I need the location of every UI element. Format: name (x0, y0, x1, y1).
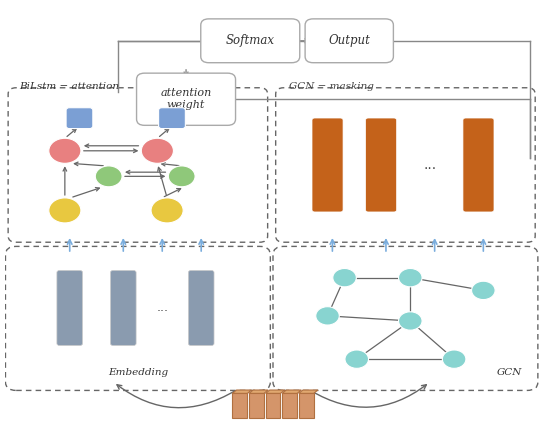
FancyBboxPatch shape (299, 393, 313, 417)
FancyBboxPatch shape (5, 246, 270, 390)
Text: GCN − masking: GCN − masking (289, 82, 374, 91)
Circle shape (399, 312, 422, 330)
Text: Softmax: Softmax (225, 34, 275, 47)
FancyBboxPatch shape (66, 108, 93, 129)
Circle shape (151, 198, 183, 223)
FancyBboxPatch shape (158, 108, 185, 129)
Text: ...: ... (423, 158, 436, 172)
Circle shape (96, 166, 122, 187)
Circle shape (472, 281, 495, 299)
Circle shape (333, 268, 357, 287)
FancyBboxPatch shape (249, 393, 264, 417)
Polygon shape (299, 390, 318, 393)
Text: attention
weight: attention weight (161, 89, 212, 110)
FancyBboxPatch shape (265, 393, 281, 417)
FancyBboxPatch shape (8, 88, 268, 242)
Polygon shape (282, 390, 301, 393)
FancyBboxPatch shape (282, 393, 297, 417)
Circle shape (316, 307, 339, 325)
FancyBboxPatch shape (136, 73, 235, 125)
FancyBboxPatch shape (276, 88, 535, 242)
FancyBboxPatch shape (463, 118, 494, 212)
Text: Embedding: Embedding (108, 368, 168, 377)
Circle shape (442, 350, 466, 368)
FancyBboxPatch shape (57, 271, 82, 345)
FancyBboxPatch shape (312, 118, 343, 212)
FancyBboxPatch shape (305, 19, 393, 63)
FancyBboxPatch shape (188, 271, 214, 345)
Text: BiLstm − attention: BiLstm − attention (19, 82, 119, 91)
FancyBboxPatch shape (201, 19, 300, 63)
FancyBboxPatch shape (110, 271, 136, 345)
Polygon shape (233, 390, 252, 393)
Text: Output: Output (328, 34, 370, 47)
Circle shape (345, 350, 369, 368)
Circle shape (141, 138, 174, 163)
Circle shape (49, 138, 81, 163)
Circle shape (168, 166, 195, 187)
Polygon shape (249, 390, 268, 393)
Circle shape (49, 198, 81, 223)
FancyBboxPatch shape (233, 393, 247, 417)
Polygon shape (265, 390, 285, 393)
Text: ...: ... (156, 302, 168, 314)
Text: GCN: GCN (496, 368, 522, 377)
FancyBboxPatch shape (366, 118, 396, 212)
Circle shape (399, 268, 422, 287)
FancyBboxPatch shape (273, 246, 538, 390)
